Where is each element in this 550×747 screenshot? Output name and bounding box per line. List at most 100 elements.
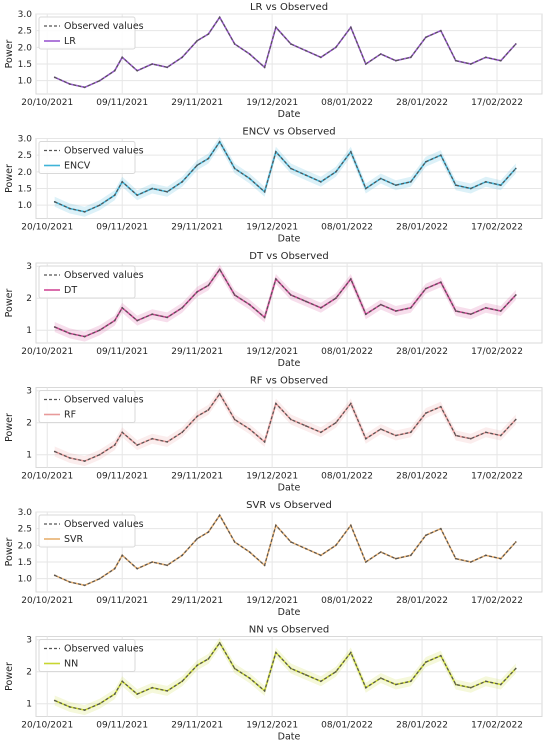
x-tick-label: 17/02/2022 (471, 223, 523, 233)
observed-point (98, 702, 101, 705)
observed-point (410, 307, 412, 309)
observed-point (380, 177, 382, 180)
observed-point (151, 187, 153, 190)
observed-point (151, 437, 153, 440)
observed-point (410, 56, 412, 59)
x-tick-label: 29/11/2021 (171, 223, 223, 233)
prediction-band (54, 264, 516, 342)
legend-label-model: SVR (64, 534, 84, 545)
observed-point (290, 294, 292, 296)
observed-point (218, 141, 221, 143)
legend-label-observed: Observed values (64, 270, 144, 281)
observed-point (395, 59, 397, 62)
y-axis-label: Power (4, 662, 15, 691)
y-tick-label: 1 (26, 451, 32, 461)
observed-point (320, 307, 322, 309)
x-tick-label: 29/11/2021 (171, 721, 223, 731)
observed-point (263, 690, 266, 692)
observed-point (290, 667, 292, 670)
observed-point (514, 43, 517, 45)
legend-box (38, 390, 136, 423)
observed-point (425, 161, 427, 163)
observed-point (469, 63, 472, 65)
observed-point (196, 39, 198, 42)
x-tick-label: 09/11/2021 (96, 223, 148, 233)
observed-point (98, 453, 101, 456)
observed-point (83, 211, 86, 213)
observed-point (365, 313, 367, 316)
y-axis-label: Power (4, 289, 15, 318)
observed-point (113, 567, 116, 570)
observed-point (335, 46, 337, 49)
legend: Observed values SVR (38, 514, 144, 548)
legend-box (38, 141, 136, 174)
legend: Observed values NN (38, 639, 144, 672)
observed-point (514, 541, 517, 543)
y-axis-label: Power (4, 413, 15, 442)
x-tick-label: 20/10/2021 (21, 721, 73, 731)
x-tick-label: 08/01/2022 (321, 223, 373, 233)
observed-point (196, 291, 198, 293)
legend-label-model: DT (64, 285, 77, 296)
observed-point (290, 167, 292, 170)
legend-label-observed: Observed values (64, 21, 144, 32)
observed-point (68, 83, 71, 85)
observed-point (136, 567, 138, 570)
legend-box (38, 16, 136, 50)
x-tick-label: 08/01/2022 (321, 472, 373, 482)
observed-point (53, 699, 56, 702)
observed-point (514, 418, 517, 421)
observed-point (113, 693, 116, 695)
observed-point (440, 29, 442, 32)
observed-point (454, 184, 457, 186)
panel-5: SVR vs Observed 1.0 1.5 2.0 2.5 3.0 20/10/2021… (4, 500, 543, 618)
y-tick-label: 2.5 (18, 151, 32, 161)
legend-label-observed: Observed values (64, 395, 144, 406)
chart-title: ENCV vs Observed (242, 127, 335, 138)
x-tick-label: 29/11/2021 (171, 98, 223, 108)
observed-point (469, 313, 472, 316)
observed-point (469, 437, 472, 440)
observed-point (218, 642, 221, 644)
x-tick-label: 08/01/2022 (321, 347, 373, 357)
observed-point (275, 402, 277, 405)
observed-point (233, 667, 236, 670)
observed-point (113, 319, 116, 322)
observed-point (440, 154, 442, 156)
observed-point (121, 431, 124, 434)
y-tick-label: 2 (26, 668, 32, 678)
observed-point (166, 441, 168, 443)
observed-point (53, 326, 56, 328)
y-tick-label: 2.0 (18, 541, 33, 551)
y-tick-label: 1.0 (18, 575, 33, 585)
observed-point (263, 564, 266, 567)
observed-point (181, 554, 183, 557)
observed-point (53, 76, 56, 79)
chart-title: LR vs Observed (250, 2, 328, 13)
observed-point (83, 460, 86, 462)
observed-point (181, 431, 183, 434)
x-tick-label: 17/02/2022 (471, 596, 523, 606)
observed-point (248, 177, 251, 180)
x-tick-label: 17/02/2022 (471, 721, 523, 731)
observed-point (454, 310, 457, 312)
legend-label-observed: Observed values (64, 644, 144, 655)
legend-label-model: ENCV (64, 161, 91, 172)
x-tick-label: 17/02/2022 (471, 347, 523, 357)
observed-point (68, 706, 71, 708)
observed-point (410, 554, 412, 557)
observed-point (484, 181, 487, 183)
observed-point (514, 667, 517, 670)
observed-point (233, 43, 236, 45)
observed-point (196, 164, 198, 166)
observed-point (469, 561, 472, 563)
observed-point (440, 654, 442, 657)
observed-point (53, 201, 56, 203)
x-axis-label: Date (278, 607, 301, 618)
observed-point (275, 26, 277, 29)
observed-point (136, 69, 138, 72)
observed-point (365, 561, 367, 563)
observed-point (395, 184, 397, 186)
observed-point (305, 425, 307, 427)
observed-point (380, 551, 382, 553)
